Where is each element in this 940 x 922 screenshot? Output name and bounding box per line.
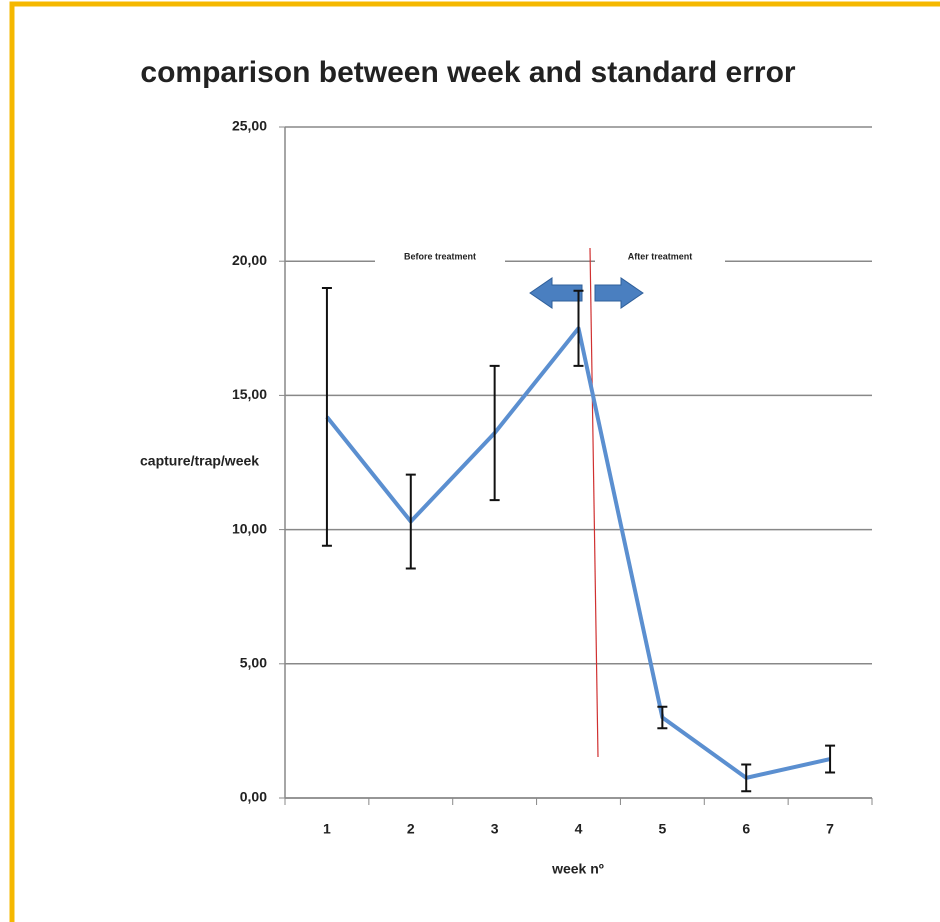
x-tick-label: 5 [658, 821, 666, 837]
x-tick-label: 3 [491, 821, 499, 837]
y-tick-label: 20,00 [232, 252, 267, 268]
annotation: Before treatment [404, 252, 476, 262]
x-tick-label: 7 [826, 821, 834, 837]
y-tick-label: 0,00 [240, 789, 267, 805]
x-tick-label: 2 [407, 821, 415, 837]
error-bar [321, 287, 332, 547]
x-tick-label: 4 [575, 821, 583, 837]
y-tick-label: 15,00 [232, 386, 267, 402]
y-tick-label: 5,00 [240, 655, 267, 671]
error-bar [825, 744, 836, 774]
arrow-right [594, 277, 644, 309]
error-bar [489, 364, 500, 502]
x-tick-label: 6 [742, 821, 750, 837]
chart-title: comparison between week and standard err… [140, 56, 796, 89]
x-tick-label: 1 [323, 821, 331, 837]
y-tick-label: 10,00 [232, 520, 267, 536]
y-tick-label: 25,00 [232, 118, 267, 134]
error-bar [405, 473, 416, 570]
arrow-left [529, 277, 583, 309]
annotation-bg [375, 249, 505, 274]
y-axis-label: capture/trap/week [140, 453, 259, 469]
error-bar [573, 289, 584, 367]
annotation-bg [595, 249, 725, 274]
error-bar [657, 705, 668, 730]
x-axis-label: week nº [551, 861, 604, 877]
annotation: After treatment [628, 252, 693, 262]
error-bar [741, 763, 752, 793]
treatment-line [589, 247, 599, 758]
